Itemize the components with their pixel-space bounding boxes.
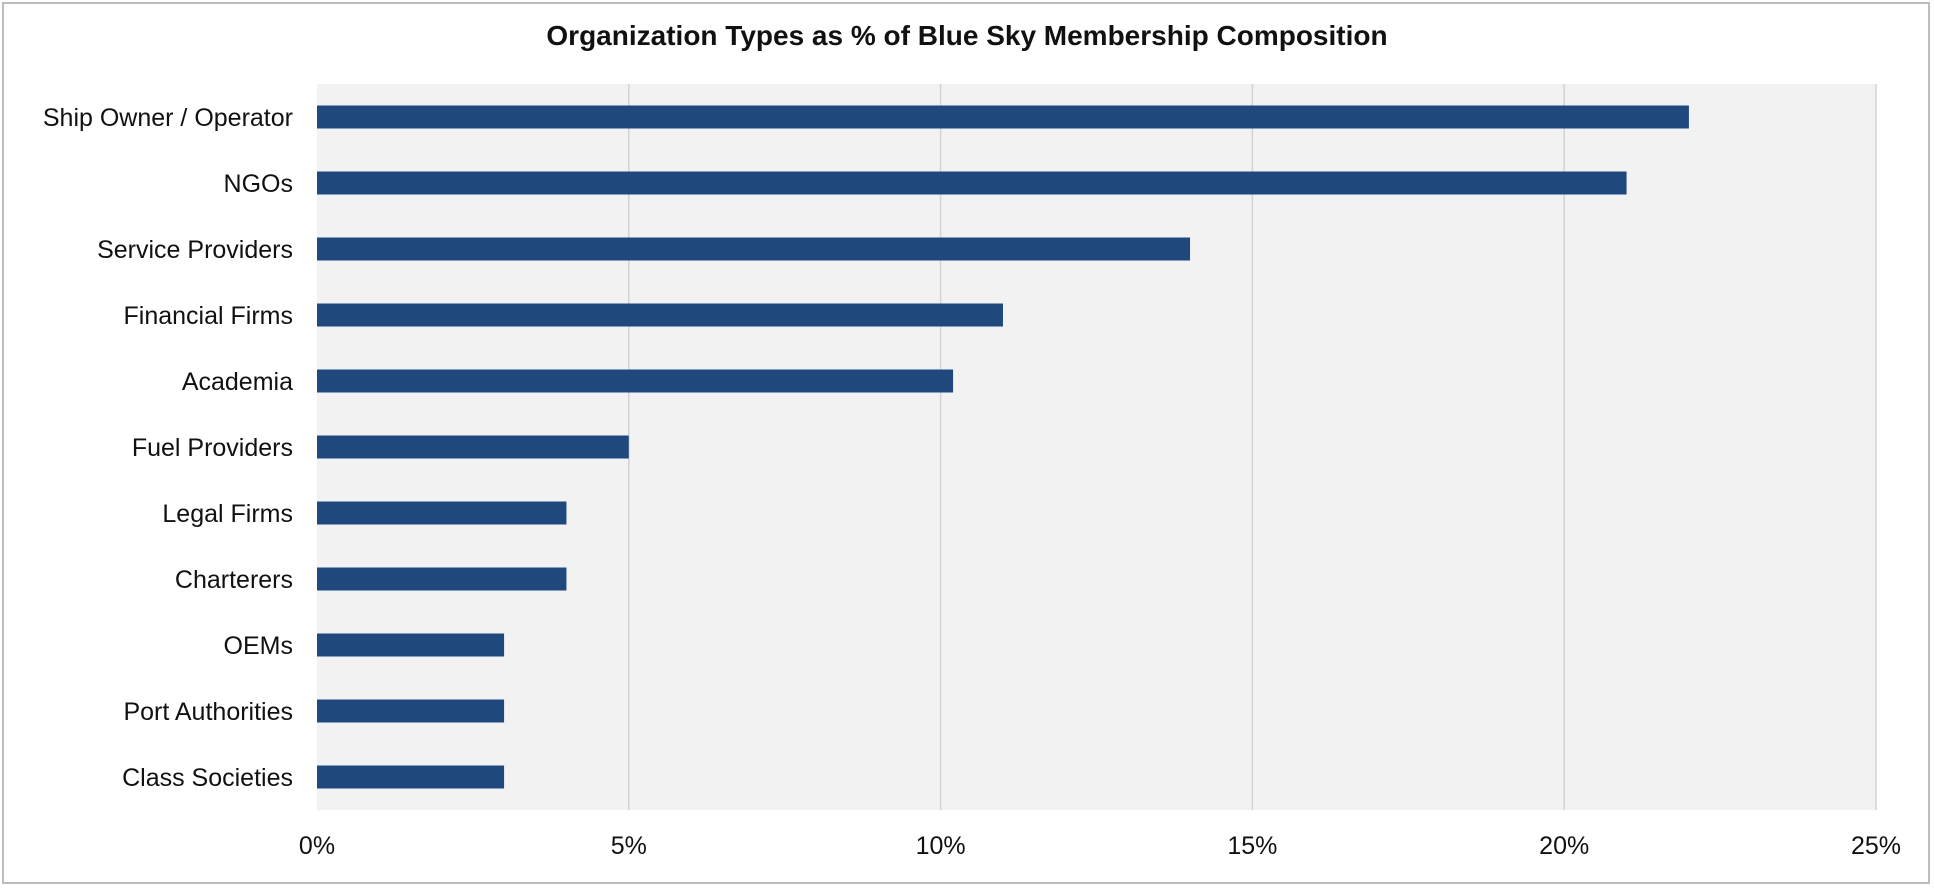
category-labels: Ship Owner / Operator NGOs Service Provide… (43, 104, 293, 792)
gridlines (628, 84, 1877, 810)
category-label: NGOs (224, 170, 293, 198)
x-tick-label: 0% (299, 832, 335, 860)
chart-title: Organization Types as % of Blue Sky Memb… (546, 20, 1387, 51)
x-tick-label: 15% (1227, 832, 1277, 860)
bars (317, 105, 1689, 789)
x-tick-label: 5% (611, 832, 647, 860)
category-label: Service Providers (97, 236, 293, 264)
bar (317, 633, 505, 657)
bar (317, 171, 1627, 195)
category-label: Port Authorities (123, 698, 293, 726)
category-label: OEMs (224, 632, 293, 660)
x-tick-label: 20% (1539, 832, 1589, 860)
category-label: Ship Owner / Operator (43, 104, 293, 132)
bar (317, 765, 505, 789)
x-tick-label: 25% (1851, 832, 1901, 860)
category-label: Financial Firms (124, 302, 293, 330)
category-label: Legal Firms (162, 500, 293, 528)
bar (317, 369, 954, 393)
bar (317, 105, 1689, 129)
bar (317, 501, 567, 525)
bar (317, 237, 1191, 261)
category-label: Charterers (175, 566, 293, 594)
bar (317, 567, 567, 591)
bar (317, 699, 505, 723)
x-tick-label: 10% (916, 832, 966, 860)
bar (317, 435, 629, 459)
category-label: Fuel Providers (132, 434, 293, 462)
category-label: Academia (182, 368, 293, 396)
category-label: Class Societies (122, 764, 293, 792)
bar (317, 303, 1003, 327)
x-axis-tick-labels: 0% 5% 10% 15% 20% 25% (299, 832, 1901, 860)
